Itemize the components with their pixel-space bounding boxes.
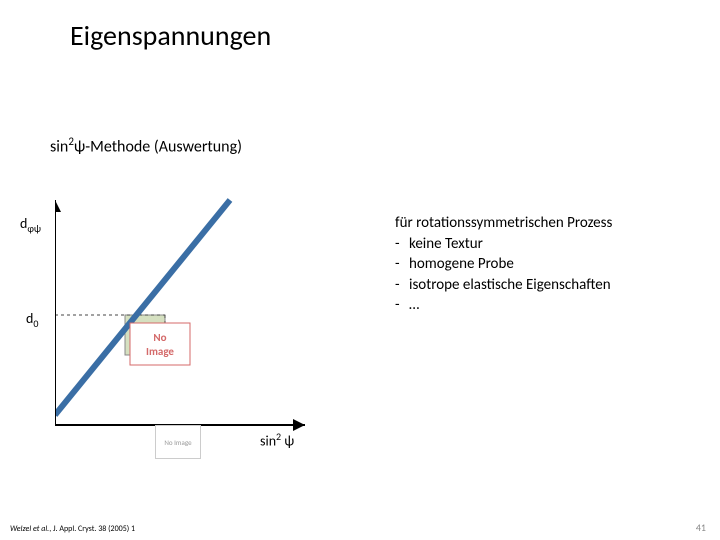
no-image-small-text: No Image: [164, 438, 191, 447]
list-item: -isotrope elastische Eigenschaften: [395, 275, 611, 295]
y-axis-sub: φψ: [27, 222, 41, 235]
d0-sub: 0: [33, 317, 38, 330]
list-item-text: isotrope elastische Eigenschaften: [409, 275, 611, 295]
x-axis-before: sin: [260, 433, 276, 450]
dash-icon: -: [395, 254, 409, 274]
subtitle-text-after: ψ-Methode (Auswertung): [74, 137, 242, 156]
no-image-box: [130, 323, 190, 365]
no-image-placeholder-small: No Image: [155, 425, 201, 459]
info-heading: für rotationssymmetrischen Prozess: [395, 214, 612, 232]
trend-line: [55, 200, 230, 415]
slide-title: Eigenspannungen: [70, 18, 271, 53]
x-axis-label: sin2 ψ: [260, 430, 294, 450]
ref-authors: Welzel et al.: [10, 524, 49, 534]
dash-icon: -: [395, 275, 409, 295]
list-item: -…: [395, 295, 611, 315]
list-item-text: keine Textur: [409, 234, 483, 254]
chart: No Image: [55, 195, 315, 455]
list-item: -keine Textur: [395, 234, 611, 254]
list-item: -homogene Probe: [395, 254, 611, 274]
slide-number: 41: [696, 521, 706, 534]
d0-label: d0: [26, 310, 38, 330]
dash-icon: -: [395, 295, 409, 315]
ref-rest: , J. Appl. Cryst. 38 (2005) 1: [49, 524, 135, 534]
chart-svg: No Image: [55, 195, 315, 455]
no-image-text-2: Image: [146, 345, 174, 358]
reference: Welzel et al., J. Appl. Cryst. 38 (2005)…: [10, 524, 135, 534]
list-item-text: …: [409, 295, 419, 315]
no-image-text-1: No: [153, 331, 166, 344]
y-axis-label: dφψ: [20, 215, 41, 235]
dash-icon: -: [395, 234, 409, 254]
info-list: -keine Textur -homogene Probe -isotrope …: [395, 234, 611, 315]
subtitle-text-before: sin: [50, 137, 68, 156]
list-item-text: homogene Probe: [409, 254, 514, 274]
x-axis-after: ψ: [281, 433, 294, 450]
method-subtitle: sin2ψ-Methode (Auswertung): [50, 135, 242, 156]
